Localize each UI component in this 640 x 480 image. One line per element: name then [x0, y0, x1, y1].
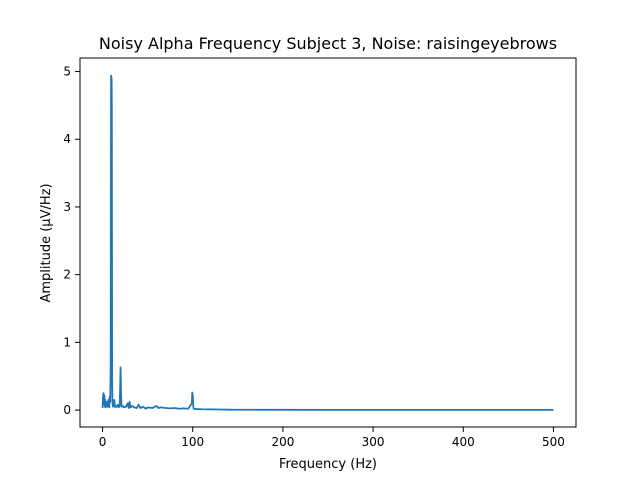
y-tick-label: 1	[63, 335, 71, 349]
plot-frame	[79, 57, 577, 428]
x-tick-label: 300	[362, 435, 385, 449]
y-tick-label: 4	[63, 132, 71, 146]
chart-title: Noisy Alpha Frequency Subject 3, Noise: …	[99, 34, 557, 53]
x-axis-ticks: 0 100 200 300 400 500	[99, 427, 565, 449]
x-axis-label: Frequency (Hz)	[279, 457, 377, 472]
y-tick-label: 3	[63, 200, 71, 214]
y-axis-label: Amplitude (μV/Hz)	[39, 183, 54, 302]
x-tick-label: 0	[99, 435, 107, 449]
y-tick-label: 0	[63, 403, 71, 417]
y-axis-ticks: 0 1 2 3 4 5	[63, 65, 80, 417]
x-tick-label: 500	[542, 435, 565, 449]
y-tick-label: 2	[63, 268, 71, 282]
x-tick-label: 200	[271, 435, 294, 449]
x-tick-label: 400	[452, 435, 475, 449]
x-tick-label: 100	[181, 435, 204, 449]
y-tick-label: 5	[63, 65, 71, 79]
plot-layer	[101, 74, 554, 411]
series-line-0	[101, 74, 554, 411]
